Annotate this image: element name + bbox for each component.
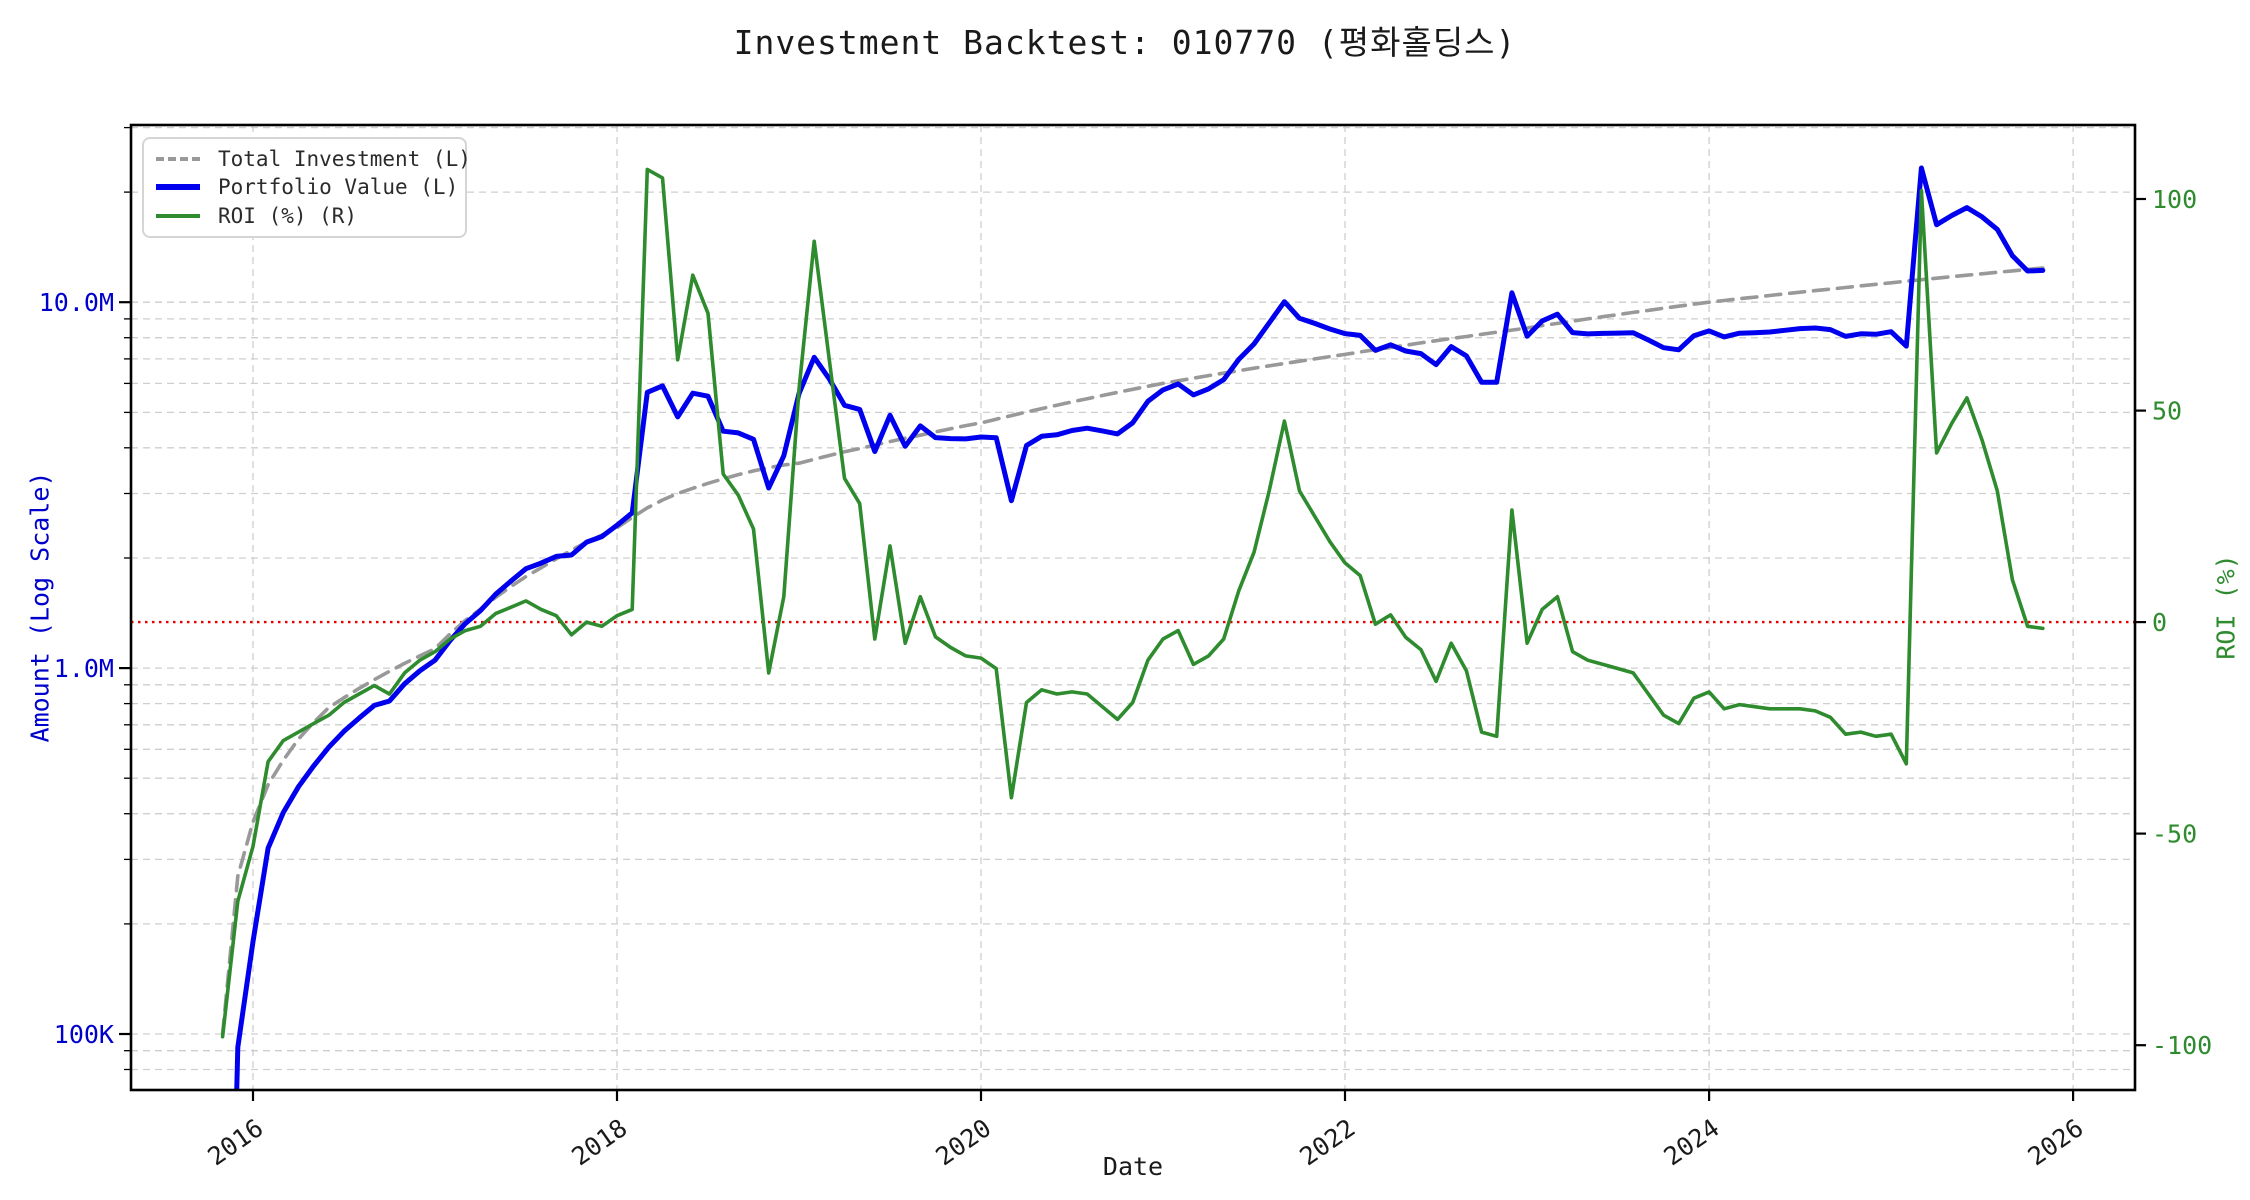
x-axis-label: Date (1102, 1152, 1164, 1181)
legend-item-portfolio-value: Portfolio Value (L) (156, 174, 458, 200)
plot-border (129, 123, 2137, 1092)
roi-line (220, 167, 2045, 1039)
legend-item-total-investment: Total Investment (L) (156, 146, 471, 172)
dashed-line-sample-icon (156, 157, 200, 162)
chart-title: Investment Backtest: 010770 (평화홀딩스) (733, 23, 1517, 62)
portfolio-value-line (234, 165, 2046, 1090)
y-right-tick-label: -100 (2152, 1031, 2212, 1060)
blue-line-sample-icon (156, 184, 200, 191)
y-left-tick-label: 10.0M (39, 288, 114, 317)
legend-item-roi: ROI (%) (R) (156, 203, 453, 229)
y-left-tick-label: 1.0M (54, 654, 114, 683)
y-right-tick-label: 0 (2152, 608, 2167, 637)
legend-item-label: Portfolio Value (L) (218, 175, 459, 200)
gridlines (131, 125, 2135, 1090)
y-axis-label-left: Amount (Log Scale) (25, 471, 55, 743)
y-right-tick-label: 50 (2152, 397, 2182, 426)
legend: Total Investment (L) Portfolio Value (L)… (142, 137, 471, 238)
y-right-tick-label: 100 (2152, 185, 2197, 214)
green-line-sample-icon (156, 213, 200, 218)
total-investment-line (220, 266, 2045, 1036)
y-right-tick-label: -50 (2152, 820, 2197, 849)
axis-ticks (119, 126, 2146, 1101)
y-axis-label-right: ROI (%) (2211, 554, 2241, 660)
legend-item-label: Total Investment (L) (218, 147, 471, 172)
legend-item-label: ROI (%) (R) (218, 203, 358, 228)
y-left-tick-label: 100K (54, 1020, 114, 1049)
